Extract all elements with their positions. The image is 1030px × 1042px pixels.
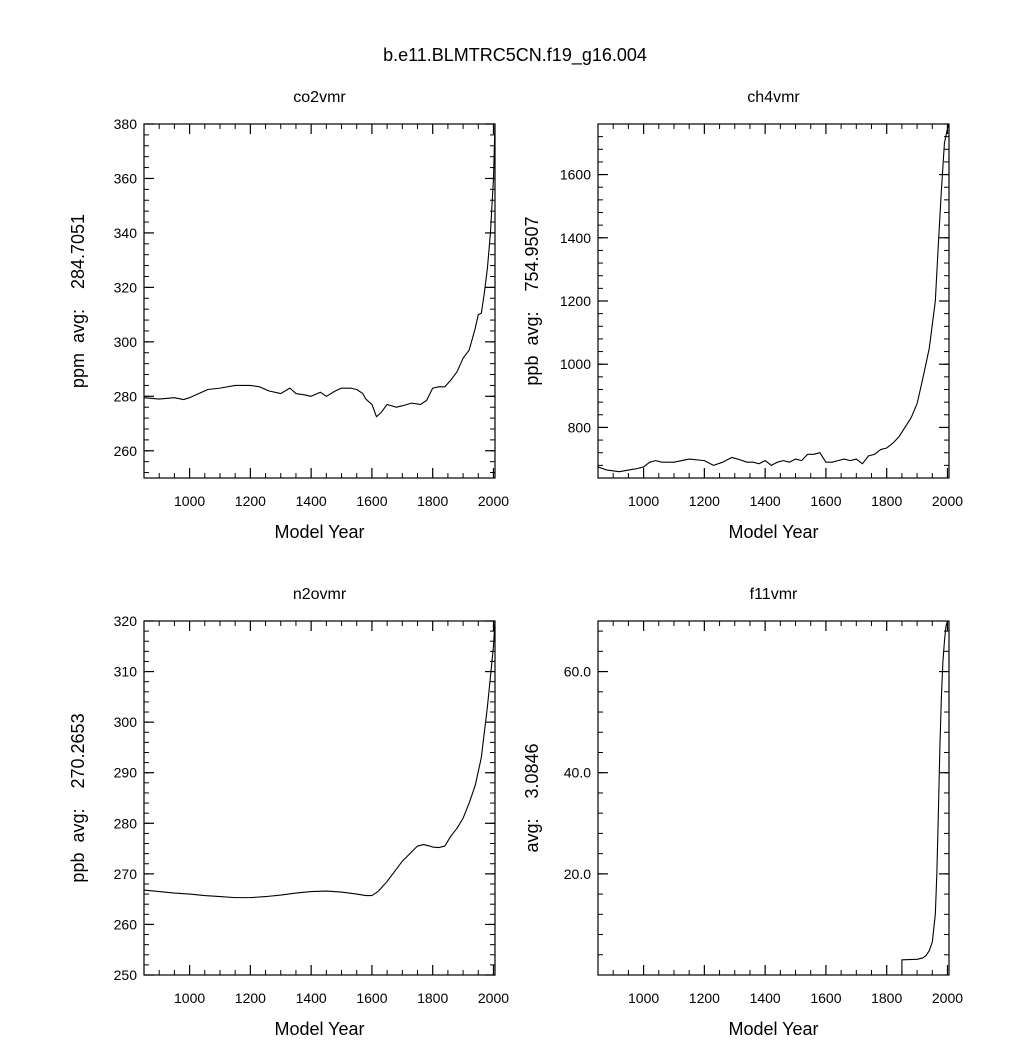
ch4vmr-x-tick-label: 1000 (628, 493, 659, 509)
chart-panel-co2vmr: co2vmr Model Year ppm avg: 284.7051 1000 120… (68, 89, 509, 542)
f11vmr-x-tick-label: 1800 (871, 990, 902, 1006)
co2vmr-x-tick-label: 2000 (478, 493, 509, 509)
f11vmr-title: f11vmr (750, 586, 798, 603)
co2vmr-x-tick-label: 1200 (235, 493, 266, 509)
ch4vmr-y-tick-label: 1400 (560, 230, 591, 246)
co2vmr-y-tick-label: 380 (114, 116, 138, 132)
n2ovmr-y-tick-label: 260 (114, 916, 138, 932)
f11vmr-y-tick-label: 20.0 (564, 866, 591, 882)
f11vmr-series-line (901, 620, 949, 975)
co2vmr-y-tick-label: 360 (114, 170, 138, 186)
n2ovmr-y-tick-label: 270 (114, 866, 138, 882)
co2vmr-y-tick-label: 320 (114, 279, 138, 295)
n2ovmr-x-tick-label: 2000 (478, 990, 509, 1006)
co2vmr-x-tick-label: 1800 (417, 493, 448, 509)
co2vmr-x-tick-label: 1000 (174, 493, 205, 509)
ch4vmr-x-axis-label: Model Year (728, 522, 818, 542)
n2ovmr-x-axis-label: Model Year (274, 1019, 364, 1039)
n2ovmr-x-tick-label: 1200 (235, 990, 266, 1006)
co2vmr-y-tick-label: 280 (114, 388, 138, 404)
co2vmr-x-tick-label: 1400 (296, 493, 327, 509)
n2ovmr-y-tick-label: 320 (114, 613, 138, 629)
ch4vmr-plot-frame (597, 123, 950, 479)
n2ovmr-y-tick-label: 310 (114, 664, 138, 680)
chart-panel-f11vmr: f11vmr Model Year avg: 3.0846 1000 1200 1400 1… (522, 586, 963, 1039)
ch4vmr-x-tick-label: 1400 (750, 493, 781, 509)
n2ovmr-y-tick-label: 290 (114, 765, 138, 781)
co2vmr-title: co2vmr (293, 89, 346, 106)
chart-panel-ch4vmr: ch4vmr Model Year ppb avg: 754.9507 1000 120… (522, 89, 963, 542)
ch4vmr-y-tick-label: 1000 (560, 356, 591, 372)
chart-panel-n2ovmr: n2ovmr Model Year ppb avg: 270.2653 1000 120… (68, 586, 509, 1039)
f11vmr-x-tick-label: 1400 (750, 990, 781, 1006)
co2vmr-x-axis-label: Model Year (274, 522, 364, 542)
figure-title: b.e11.BLMTRC5CN.f19_g16.004 (383, 45, 647, 66)
n2ovmr-series-line (143, 620, 496, 899)
ch4vmr-y-tick-label: 1600 (560, 167, 591, 183)
n2ovmr-title: n2ovmr (293, 586, 347, 603)
n2ovmr-y-tick-label: 300 (114, 714, 138, 730)
n2ovmr-x-tick-label: 1000 (174, 990, 205, 1006)
f11vmr-plot-frame (597, 620, 950, 976)
n2ovmr-y-axis-label: ppb avg: 270.2653 (68, 713, 88, 882)
ch4vmr-title: ch4vmr (747, 89, 800, 106)
n2ovmr-x-tick-label: 1600 (356, 990, 387, 1006)
f11vmr-x-tick-label: 1200 (689, 990, 720, 1006)
f11vmr-x-tick-label: 1000 (628, 990, 659, 1006)
n2ovmr-y-tick-label: 280 (114, 815, 138, 831)
ch4vmr-series-line (597, 123, 950, 473)
co2vmr-y-tick-label: 340 (114, 225, 138, 241)
n2ovmr-y-tick-label: 250 (114, 967, 138, 983)
co2vmr-series-line (143, 123, 496, 418)
ch4vmr-y-tick-label: 1200 (560, 293, 591, 309)
co2vmr-plot-frame (143, 123, 496, 479)
f11vmr-y-tick-label: 60.0 (564, 664, 591, 680)
co2vmr-y-axis-label: ppm avg: 284.7051 (68, 214, 88, 388)
f11vmr-x-axis-label: Model Year (728, 1019, 818, 1039)
n2ovmr-x-tick-label: 1400 (296, 990, 327, 1006)
co2vmr-x-tick-label: 1600 (356, 493, 387, 509)
f11vmr-y-axis-label: avg: 3.0846 (522, 743, 542, 852)
ch4vmr-y-axis-label: ppb avg: 754.9507 (522, 216, 542, 385)
co2vmr-y-tick-label: 260 (114, 443, 138, 459)
co2vmr-y-tick-label: 300 (114, 334, 138, 350)
ch4vmr-x-tick-label: 2000 (932, 493, 963, 509)
ch4vmr-x-tick-label: 1200 (689, 493, 720, 509)
f11vmr-x-tick-label: 1600 (810, 990, 841, 1006)
n2ovmr-plot-frame (143, 620, 496, 976)
ch4vmr-x-tick-label: 1800 (871, 493, 902, 509)
f11vmr-x-tick-label: 2000 (932, 990, 963, 1006)
f11vmr-y-tick-label: 40.0 (564, 765, 591, 781)
n2ovmr-x-tick-label: 1800 (417, 990, 448, 1006)
ch4vmr-y-tick-label: 800 (568, 419, 592, 435)
ch4vmr-x-tick-label: 1600 (810, 493, 841, 509)
